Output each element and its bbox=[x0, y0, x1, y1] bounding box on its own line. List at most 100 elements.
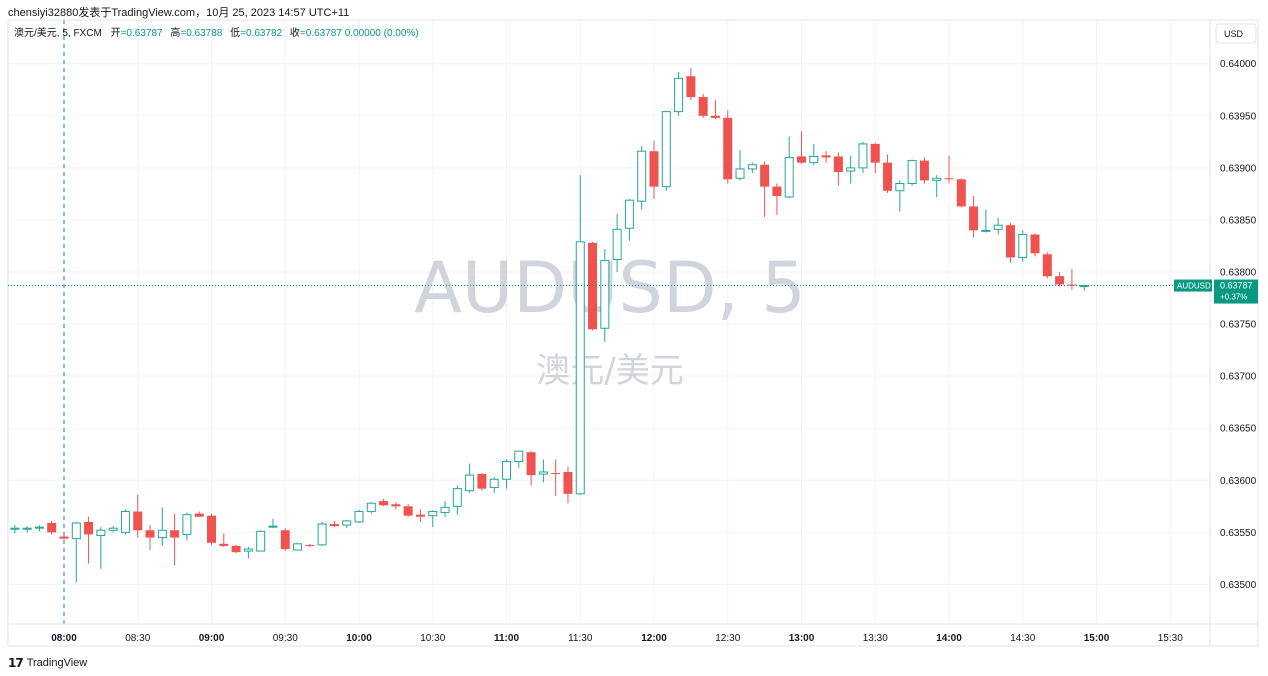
candle-body bbox=[698, 97, 708, 116]
candle-body bbox=[170, 530, 180, 538]
candle-body bbox=[661, 111, 671, 188]
candle-body bbox=[194, 513, 204, 517]
candle-down bbox=[588, 241, 598, 331]
candle-up bbox=[342, 519, 352, 529]
price-tag: AUDUSD 0.63787 +0.37% bbox=[1174, 279, 1258, 304]
time-tick-label: 11:30 bbox=[568, 633, 593, 644]
candle-body bbox=[686, 76, 696, 98]
price-tick-label: 0.63600 bbox=[1220, 476, 1257, 487]
candle-body bbox=[84, 521, 94, 535]
candle-body bbox=[563, 471, 573, 494]
legend-close-value: =0.63787 0.00000 (0.00%) bbox=[300, 28, 419, 39]
price-tick-label: 0.63950 bbox=[1220, 111, 1257, 122]
candle-body bbox=[477, 474, 487, 489]
candle-up bbox=[293, 542, 303, 551]
tradingview-logo[interactable]: 𝟭𝟳 TradingView bbox=[8, 656, 87, 670]
candle-down bbox=[969, 195, 979, 238]
candle-body bbox=[907, 160, 917, 184]
candle-down bbox=[649, 140, 659, 200]
candle-down bbox=[84, 516, 94, 564]
candle-up bbox=[858, 141, 868, 174]
candle-body bbox=[797, 156, 806, 163]
candle-body bbox=[280, 530, 290, 550]
candle-body bbox=[760, 164, 770, 187]
candle-body bbox=[993, 224, 1003, 230]
candle-body bbox=[956, 179, 966, 207]
candle-body bbox=[59, 536, 69, 539]
candle-up bbox=[1079, 284, 1089, 291]
currency-button[interactable]: USD bbox=[1215, 23, 1257, 44]
candle-down bbox=[133, 494, 143, 538]
candle-body bbox=[895, 182, 905, 192]
candle-body bbox=[120, 511, 130, 533]
candle-body bbox=[293, 543, 303, 551]
grid bbox=[8, 20, 1210, 624]
time-tick-label: 12:30 bbox=[715, 633, 740, 644]
price-tick-label: 0.63800 bbox=[1220, 268, 1257, 279]
candle-body bbox=[34, 526, 44, 529]
candle-body bbox=[317, 523, 327, 546]
candle-up bbox=[10, 525, 20, 534]
candle-body bbox=[821, 155, 831, 158]
candle-down bbox=[760, 161, 770, 217]
candle-up bbox=[96, 527, 106, 569]
candle-down bbox=[280, 528, 290, 552]
candle-down bbox=[207, 513, 216, 545]
candle-up bbox=[182, 512, 192, 541]
candle-down bbox=[883, 154, 893, 193]
candle-up bbox=[637, 146, 647, 210]
candle-down bbox=[551, 459, 561, 496]
price-tag-symbol: AUDUSD bbox=[1177, 282, 1211, 291]
candle-body bbox=[710, 115, 720, 118]
time-tick-label: 15:30 bbox=[1158, 633, 1183, 644]
candle-down bbox=[403, 504, 413, 517]
candle-body bbox=[846, 167, 856, 172]
candle-body bbox=[207, 515, 216, 543]
candle-up bbox=[612, 213, 622, 273]
candle-down bbox=[1030, 233, 1040, 257]
candle-up bbox=[932, 175, 942, 198]
candle-up bbox=[243, 546, 253, 559]
time-tick-label: 09:30 bbox=[273, 633, 298, 644]
candle-body bbox=[219, 543, 229, 546]
candle-body bbox=[354, 511, 364, 523]
candle-up bbox=[34, 525, 44, 532]
price-axis[interactable]: 0.64000 0.63950 0.63900 0.63850 0.63800 0.637… bbox=[1220, 59, 1257, 591]
time-tick-label: 14:30 bbox=[1010, 633, 1035, 644]
candle-up bbox=[624, 199, 634, 241]
time-axis[interactable]: 08:00 08:30 09:00 09:30 10:00 10:30 11:00 11:30… bbox=[51, 633, 1183, 644]
candle-up bbox=[71, 521, 81, 583]
candle-body bbox=[96, 529, 106, 536]
candle-up bbox=[600, 249, 610, 342]
candle-up bbox=[809, 143, 819, 165]
candle-up bbox=[428, 510, 438, 528]
candle-body bbox=[391, 504, 401, 507]
candle-body bbox=[1055, 276, 1065, 285]
candle-body bbox=[575, 241, 585, 495]
candle-down bbox=[391, 502, 401, 510]
ohlc-legend: 澳元/美元, 5, FXCM 开=0.63787 高=0.63788 低=0.6… bbox=[14, 26, 419, 39]
tradingview-brand: TradingView bbox=[26, 657, 88, 669]
price-tick-label: 0.63550 bbox=[1220, 528, 1257, 539]
candle-down bbox=[1067, 268, 1077, 290]
candle-body bbox=[342, 520, 352, 526]
time-tick-label: 10:00 bbox=[346, 633, 372, 644]
price-tick-label: 0.63850 bbox=[1220, 215, 1257, 226]
watermark-name: 澳元/美元 bbox=[536, 351, 683, 391]
legend-low-label: 低 bbox=[230, 26, 240, 39]
candle-up bbox=[256, 530, 266, 552]
time-tick-label: 15:00 bbox=[1084, 633, 1110, 644]
candle-body bbox=[71, 522, 81, 540]
candle-body bbox=[649, 151, 659, 187]
candle-body bbox=[551, 473, 561, 475]
tradingview-logo-icon: 𝟭𝟳 bbox=[8, 656, 24, 670]
candle-down bbox=[698, 93, 708, 118]
candle-down bbox=[956, 178, 966, 208]
price-tick-label: 0.63700 bbox=[1220, 372, 1257, 383]
candle-down bbox=[821, 151, 831, 163]
candle-up bbox=[514, 450, 524, 468]
candle-down bbox=[145, 525, 155, 551]
candle-body bbox=[366, 502, 376, 513]
watermark: AUDUSD, 5 澳元/美元 bbox=[414, 247, 806, 391]
